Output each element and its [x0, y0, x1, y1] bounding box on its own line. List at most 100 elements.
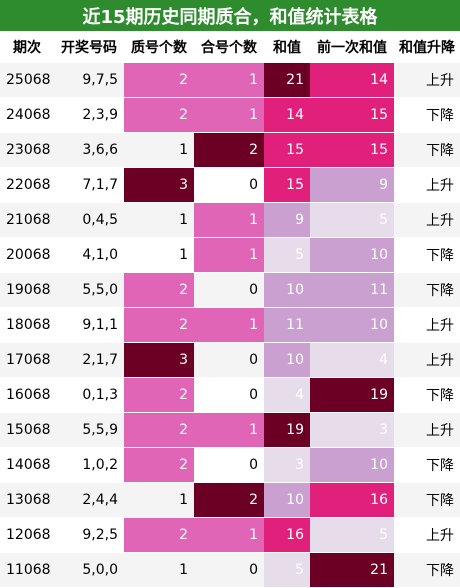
cell-prime-count: 2 [124, 447, 194, 483]
header-composite-count: 合号个数 [194, 31, 264, 63]
cell-prev-sum: 15 [310, 97, 394, 133]
header-prime-count: 质号个数 [124, 31, 194, 63]
table-row: 25068 9,7,5 2 1 21 14 上升 [0, 63, 460, 98]
cell-numbers: 7,1,7 [54, 167, 124, 203]
cell-prime-count: 1 [124, 132, 194, 168]
cell-prev-sum: 5 [310, 517, 394, 553]
cell-prev-sum: 4 [310, 342, 394, 378]
stats-table: 期次 开奖号码 质号个数 合号个数 和值 前一次和值 和值升降 25068 9,7… [0, 31, 460, 588]
cell-trend: 下降 [394, 97, 460, 133]
cell-period: 13068 [0, 482, 54, 518]
cell-period: 20068 [0, 237, 54, 273]
table-row: 21068 0,4,5 1 1 9 5 上升 [0, 202, 460, 238]
cell-prime-count: 2 [124, 517, 194, 553]
cell-numbers: 0,4,5 [54, 202, 124, 238]
cell-prev-sum: 11 [310, 272, 394, 308]
cell-trend: 下降 [394, 552, 460, 588]
header-trend: 和值升降 [394, 31, 460, 63]
table-row: 16068 0,1,3 2 0 4 19 下降 [0, 377, 460, 413]
cell-prev-sum: 14 [310, 63, 394, 98]
cell-numbers: 0,1,3 [54, 377, 124, 413]
header-row: 期次 开奖号码 质号个数 合号个数 和值 前一次和值 和值升降 [0, 31, 460, 63]
cell-prime-count: 1 [124, 482, 194, 518]
cell-composite-count: 1 [194, 63, 264, 98]
cell-numbers: 2,3,9 [54, 97, 124, 133]
cell-sum: 5 [264, 552, 310, 588]
cell-prime-count: 2 [124, 97, 194, 133]
cell-period: 25068 [0, 63, 54, 98]
table-row: 11068 5,0,0 1 0 5 21 下降 [0, 552, 460, 588]
cell-numbers: 1,0,2 [54, 447, 124, 483]
cell-trend: 下降 [394, 132, 460, 168]
table-row: 12068 9,2,5 2 1 16 5 上升 [0, 517, 460, 553]
header-prev-sum: 前一次和值 [310, 31, 394, 63]
cell-prev-sum: 3 [310, 412, 394, 448]
cell-prime-count: 3 [124, 167, 194, 203]
table-row: 19068 5,5,0 2 0 10 11 下降 [0, 272, 460, 308]
cell-trend: 上升 [394, 342, 460, 378]
cell-prime-count: 2 [124, 63, 194, 98]
header-numbers: 开奖号码 [54, 31, 124, 63]
cell-trend: 上升 [394, 307, 460, 343]
cell-prev-sum: 21 [310, 552, 394, 588]
cell-numbers: 2,4,4 [54, 482, 124, 518]
cell-prime-count: 2 [124, 377, 194, 413]
cell-period: 22068 [0, 167, 54, 203]
cell-numbers: 4,1,0 [54, 237, 124, 273]
cell-prev-sum: 19 [310, 377, 394, 413]
table-title: 近15期历史同期质合，和值统计表格 [0, 0, 460, 31]
cell-numbers: 5,5,0 [54, 272, 124, 308]
cell-prev-sum: 10 [310, 447, 394, 483]
cell-prev-sum: 10 [310, 237, 394, 273]
cell-sum: 19 [264, 412, 310, 448]
cell-numbers: 9,1,1 [54, 307, 124, 343]
cell-composite-count: 1 [194, 97, 264, 133]
cell-sum: 10 [264, 482, 310, 518]
cell-period: 15068 [0, 412, 54, 448]
cell-composite-count: 1 [194, 202, 264, 238]
cell-period: 23068 [0, 132, 54, 168]
cell-composite-count: 2 [194, 132, 264, 168]
header-period: 期次 [0, 31, 54, 63]
cell-composite-count: 0 [194, 342, 264, 378]
cell-composite-count: 0 [194, 167, 264, 203]
cell-sum: 15 [264, 167, 310, 203]
cell-period: 24068 [0, 97, 54, 133]
table-row: 13068 2,4,4 1 2 10 16 下降 [0, 482, 460, 518]
cell-prime-count: 1 [124, 237, 194, 273]
cell-numbers: 5,5,9 [54, 412, 124, 448]
header-sum: 和值 [264, 31, 310, 63]
cell-composite-count: 2 [194, 482, 264, 518]
cell-trend: 上升 [394, 412, 460, 448]
cell-prev-sum: 15 [310, 132, 394, 168]
cell-numbers: 2,1,7 [54, 342, 124, 378]
cell-sum: 21 [264, 63, 310, 98]
cell-numbers: 5,0,0 [54, 552, 124, 588]
cell-composite-count: 0 [194, 272, 264, 308]
table-row: 17068 2,1,7 3 0 10 4 上升 [0, 342, 460, 378]
cell-period: 21068 [0, 202, 54, 238]
cell-sum: 4 [264, 377, 310, 413]
cell-composite-count: 1 [194, 412, 264, 448]
cell-prime-count: 2 [124, 307, 194, 343]
table-row: 20068 4,1,0 1 1 5 10 下降 [0, 237, 460, 273]
table-row: 22068 7,1,7 3 0 15 9 上升 [0, 167, 460, 203]
cell-composite-count: 1 [194, 237, 264, 273]
cell-sum: 14 [264, 97, 310, 133]
cell-trend: 上升 [394, 167, 460, 203]
cell-sum: 15 [264, 132, 310, 168]
cell-period: 18068 [0, 307, 54, 343]
cell-prime-count: 3 [124, 342, 194, 378]
table-row: 15068 5,5,9 2 1 19 3 上升 [0, 412, 460, 448]
cell-sum: 11 [264, 307, 310, 343]
table-row: 24068 2,3,9 2 1 14 15 下降 [0, 97, 460, 133]
table-body: 25068 9,7,5 2 1 21 14 上升 24068 2,3,9 2 1 14 15 下降 2306… [0, 63, 460, 588]
cell-period: 16068 [0, 377, 54, 413]
cell-sum: 16 [264, 517, 310, 553]
cell-composite-count: 1 [194, 517, 264, 553]
cell-trend: 下降 [394, 237, 460, 273]
cell-sum: 3 [264, 447, 310, 483]
cell-trend: 下降 [394, 272, 460, 308]
cell-sum: 5 [264, 237, 310, 273]
cell-trend: 下降 [394, 377, 460, 413]
